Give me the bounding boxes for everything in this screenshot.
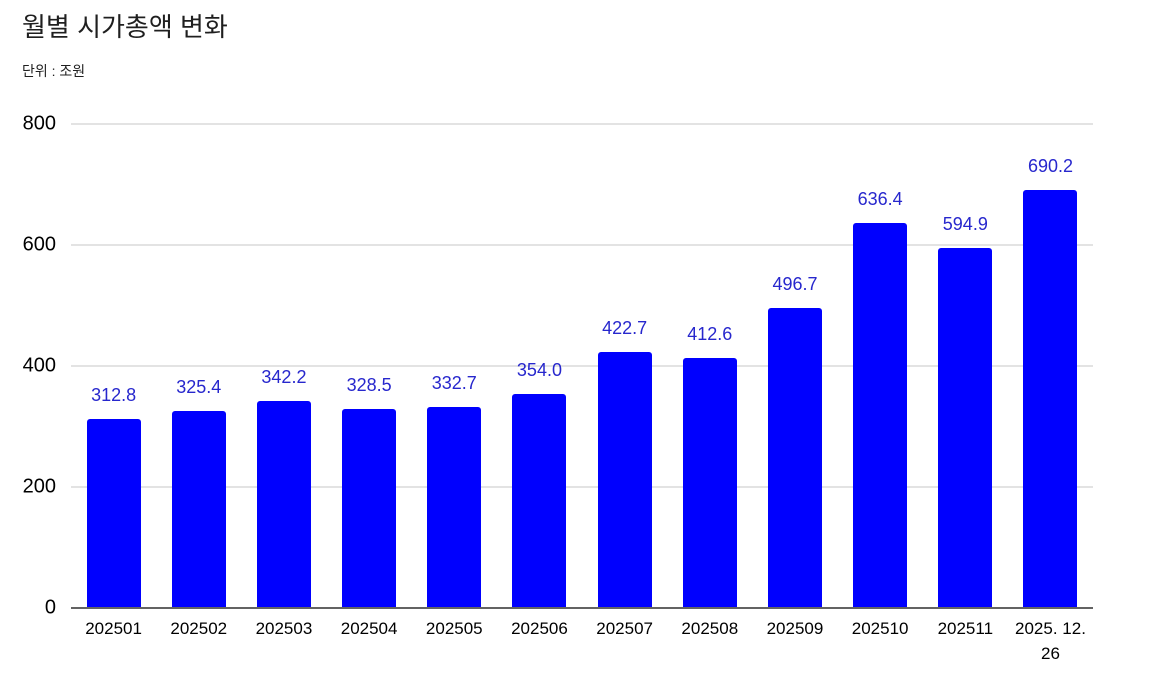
x-axis-baseline (71, 607, 1093, 609)
bar-value-label: 496.7 (772, 273, 818, 294)
bar[interactable] (938, 248, 993, 608)
x-axis-category-label: 202506 (511, 619, 568, 638)
bar[interactable] (512, 393, 567, 608)
bar-column: 422.7 202507 (582, 124, 667, 638)
x-axis-category-label: 202503 (255, 619, 313, 638)
bar-value-label: 332.7 (431, 372, 477, 393)
x-axis-category-label: 202511 (937, 619, 994, 638)
bar-column: 594.9 202511 (923, 124, 1008, 638)
bar-column: 354.0 202506 (497, 124, 582, 638)
bars-layer: 312.8 202501 325.4 202502 342.2 202503 328.5 20… (71, 124, 1093, 662)
bar[interactable] (597, 352, 652, 608)
bar-column: 412.6 202508 (667, 124, 752, 638)
bar[interactable] (256, 400, 311, 608)
bar[interactable] (342, 409, 397, 608)
bar[interactable] (86, 418, 141, 608)
bar-value-label: 312.8 (91, 384, 137, 405)
bar-column: 636.4 202510 (838, 124, 923, 638)
x-axis-category-label: 202509 (766, 619, 824, 638)
x-axis-category-label: 202507 (596, 619, 653, 638)
x-axis-category-label: 202504 (340, 619, 398, 638)
bar-value-label: 354.0 (516, 359, 562, 380)
bar-value-label: 328.5 (346, 375, 392, 396)
bar-value-label: 636.4 (857, 188, 903, 209)
x-axis-category-label: 202505 (425, 619, 483, 638)
bar-value-label: 412.6 (687, 324, 733, 345)
bar-value-label: 594.9 (942, 214, 988, 235)
x-axis-category-label: 202502 (170, 619, 228, 638)
x-axis-category-label: 202508 (681, 619, 739, 638)
gridline (71, 123, 1093, 125)
y-axis-tick-label: 800 (22, 112, 56, 135)
bar-value-label: 325.4 (176, 377, 222, 398)
bar[interactable] (171, 411, 226, 608)
x-axis-category-label: 2025. 12. 26 (1015, 619, 1086, 663)
bar[interactable] (853, 222, 908, 608)
y-axis-tick-label: 600 (22, 233, 56, 256)
bar-column: 342.2 202503 (241, 124, 326, 638)
bar-column: 312.8 202501 (71, 124, 156, 638)
bar[interactable] (767, 307, 822, 608)
y-axis-tick-label: 200 (22, 475, 56, 498)
bar-column: 690.2 2025. 12. 26 (1008, 124, 1093, 662)
plot-area: 0 200 400 600 800 312.8 202501 325.4 202502 342.… (23, 113, 1093, 663)
gridline (71, 486, 1093, 488)
y-axis-tick-label: 400 (22, 354, 56, 377)
bar-value-label: 342.2 (261, 366, 307, 387)
bar-column: 325.4 202502 (156, 124, 241, 638)
x-axis-category-label: 202510 (851, 619, 909, 638)
chart-title: 월별 시가총액 변화 (22, 12, 228, 42)
bar[interactable] (682, 358, 737, 608)
bar-value-label: 690.2 (1027, 156, 1073, 177)
x-axis-category-label: 202501 (85, 619, 142, 638)
bar-column: 328.5 202504 (327, 124, 412, 638)
gridline (71, 244, 1093, 246)
y-axis-tick-label: 0 (44, 596, 56, 619)
bar-column: 332.7 202505 (412, 124, 497, 638)
gridline (71, 365, 1093, 367)
bar[interactable] (1023, 190, 1078, 608)
chart-unit-subtitle: 단위 : 조원 (22, 63, 86, 79)
bar-value-label: 422.7 (602, 318, 648, 339)
bar[interactable] (427, 406, 482, 608)
bar-column: 496.7 202509 (752, 124, 837, 639)
